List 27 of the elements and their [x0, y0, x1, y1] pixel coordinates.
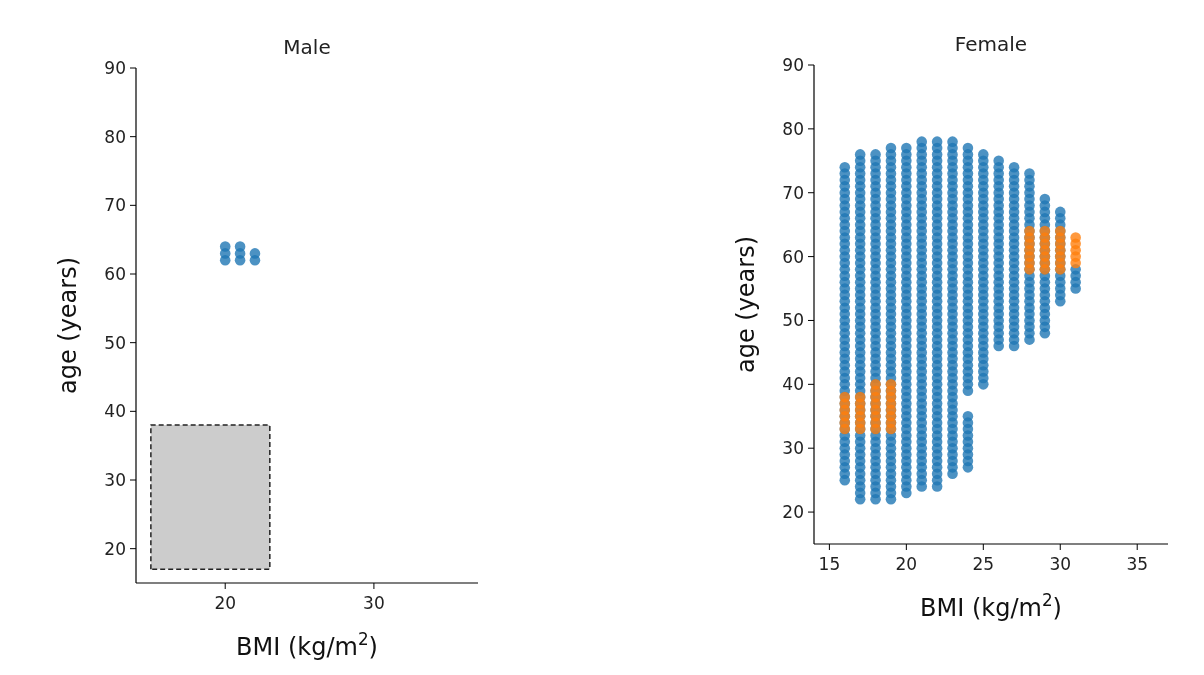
chart-title: Male [283, 35, 331, 59]
y-tick-label: 90 [782, 54, 804, 75]
y-tick-label: 60 [104, 263, 126, 284]
x-tick-label: 15 [818, 554, 841, 574]
y-tick-label: 50 [104, 332, 126, 353]
chart-title: Female [954, 32, 1028, 56]
y-axis-title: age (years) [732, 235, 760, 374]
y-tick-label: 70 [782, 182, 804, 203]
x-tick-label: 20 [895, 554, 918, 574]
y-tick-label: 90 [104, 57, 126, 78]
y-tick-label: 20 [782, 502, 804, 523]
y-tick-label: 40 [782, 374, 804, 395]
y-tick-label: 80 [782, 118, 804, 139]
x-axis-title: BMI (kg/m$^{2}$) [236, 629, 378, 661]
x-tick-label: 30 [1049, 554, 1072, 574]
y-tick-label: 20 [104, 538, 126, 559]
y-tick-label: 60 [782, 246, 804, 267]
y-tick-label: 40 [104, 401, 126, 422]
y-tick-label: 30 [104, 469, 126, 490]
y-axis-title: age (years) [54, 256, 82, 395]
y-tick-label: 80 [104, 126, 126, 147]
y-tick-label: 30 [782, 438, 804, 459]
x-axis-title: BMI (kg/m$^{2}$) [920, 590, 1062, 622]
y-tick-label: 50 [782, 310, 804, 331]
x-tick-label: 35 [1126, 554, 1149, 574]
x-tick-label: 25 [972, 554, 995, 574]
y-tick-label: 70 [104, 195, 126, 216]
